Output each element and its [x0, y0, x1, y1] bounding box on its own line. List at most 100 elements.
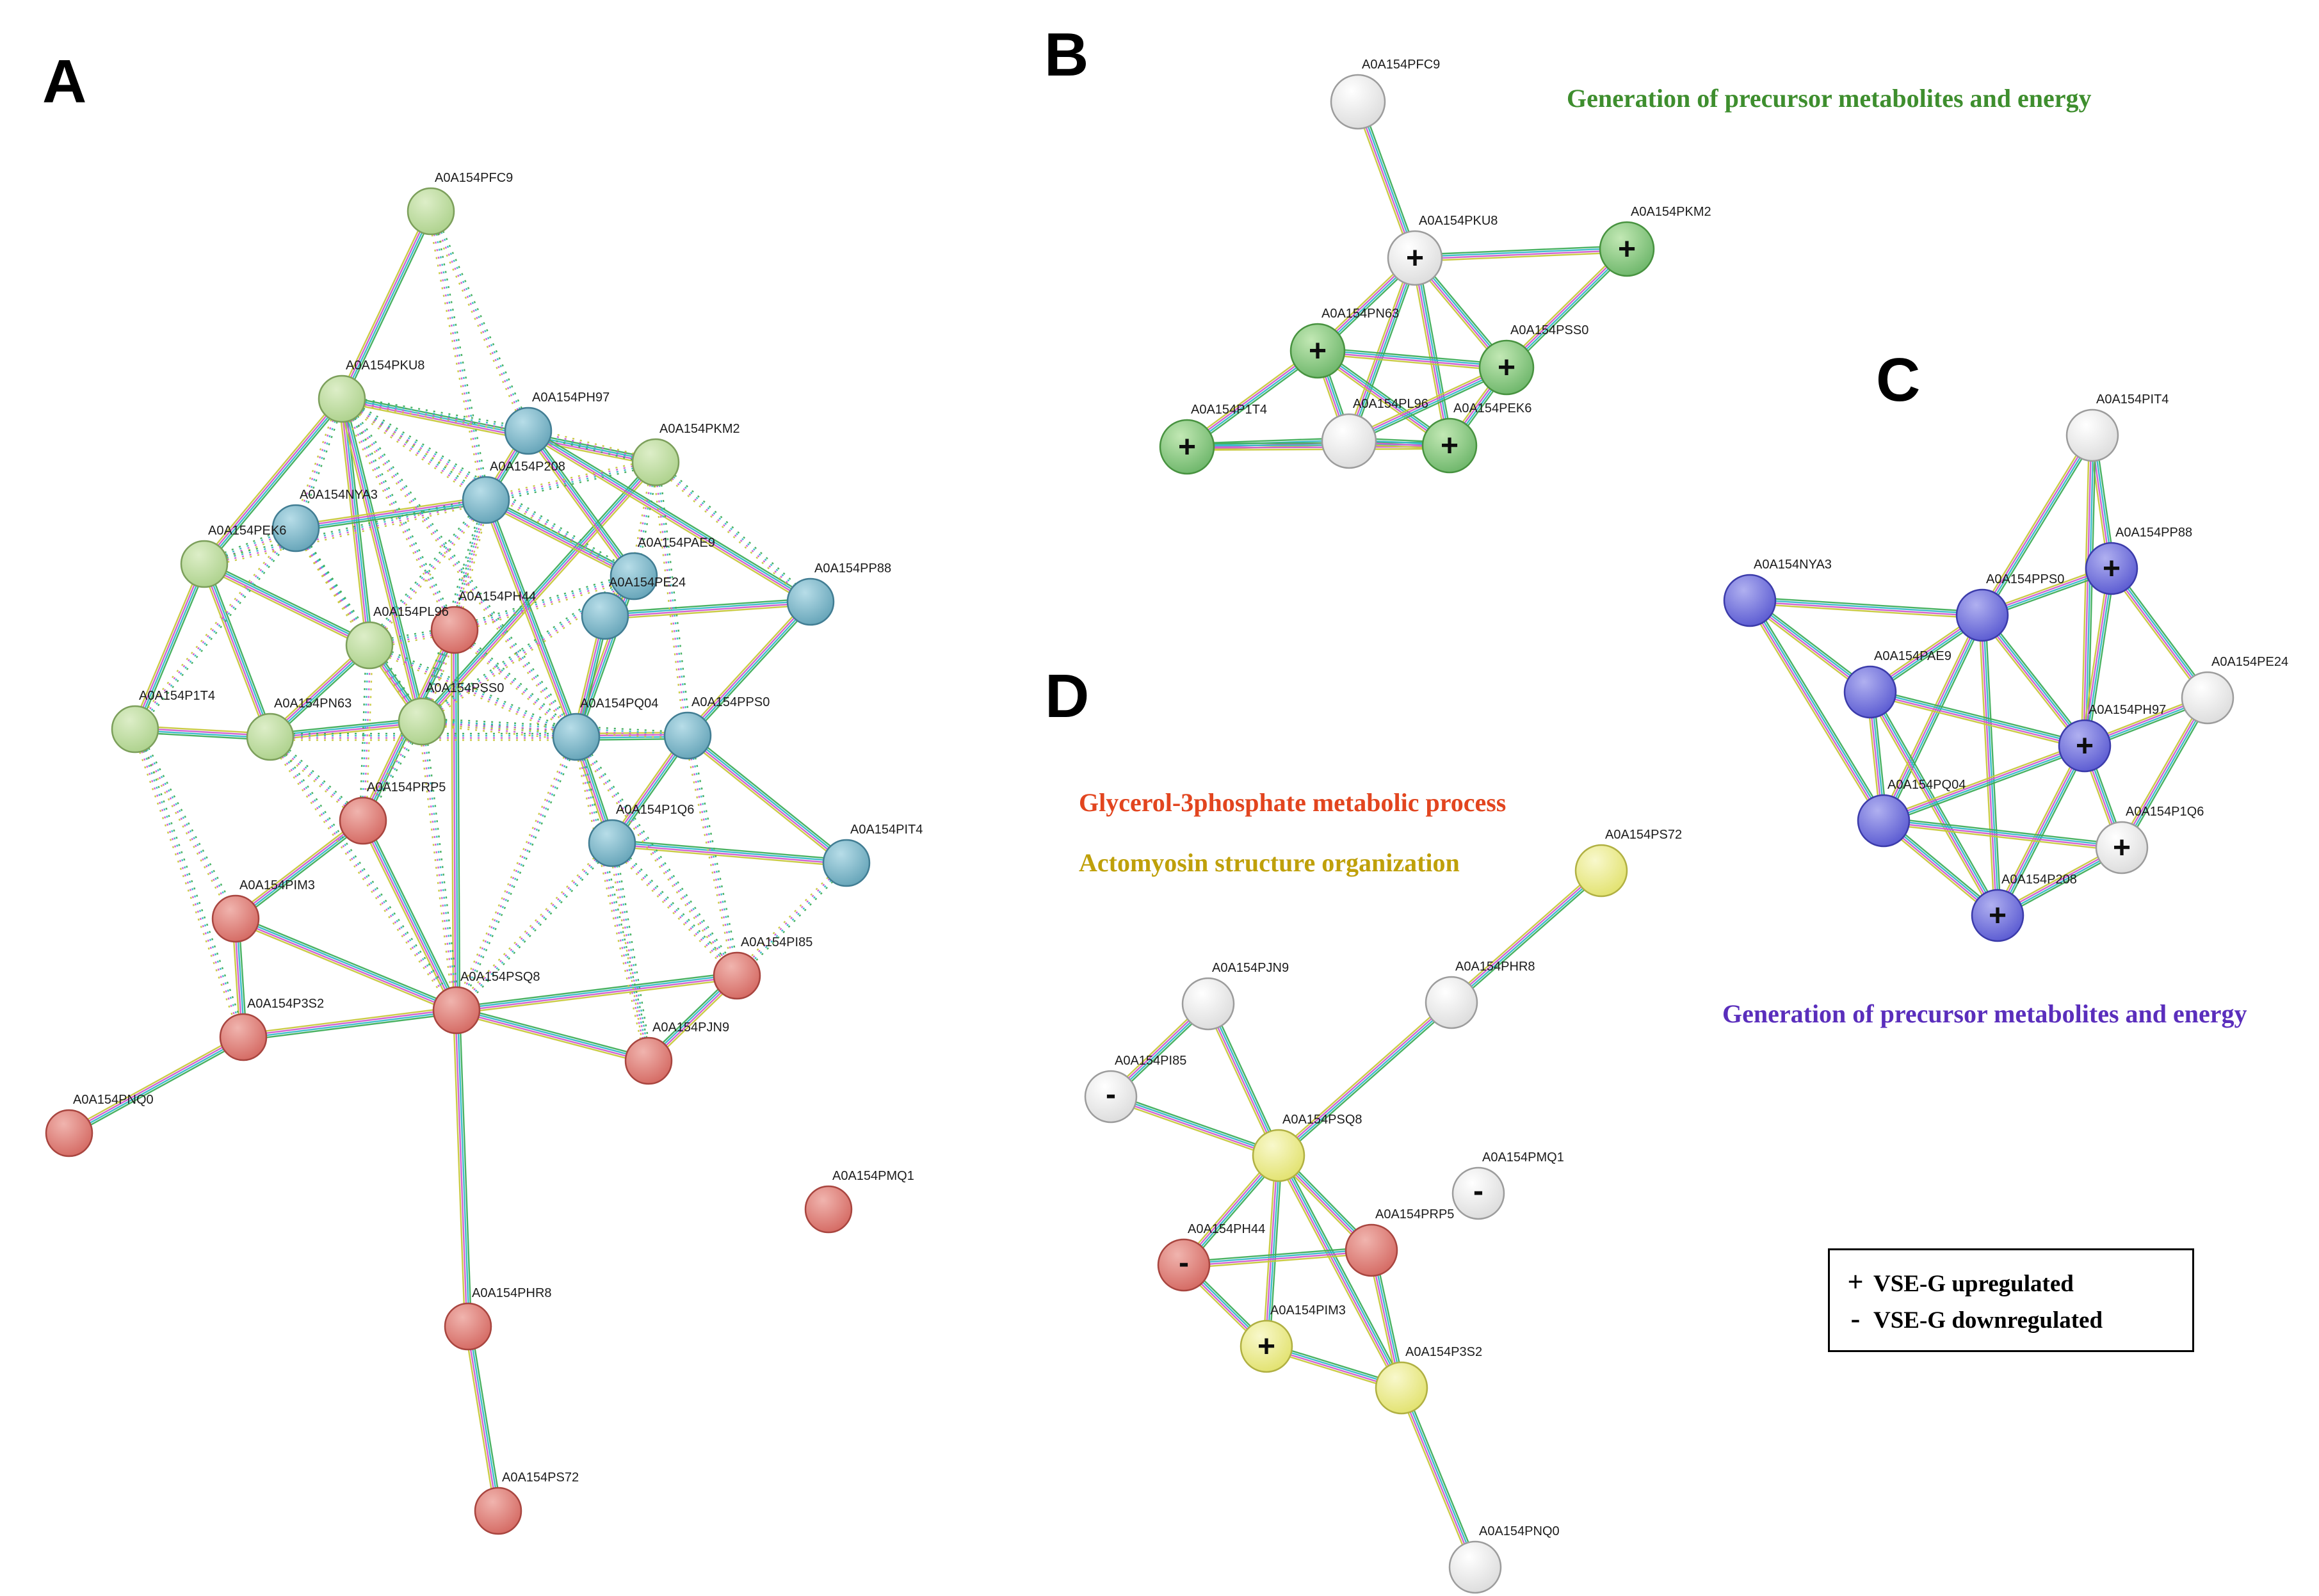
edge-PIT4-PPS0: [1978, 433, 2096, 618]
node-label: A0A154PIT4: [2096, 392, 2169, 407]
node-label: A0A154PS72: [502, 1471, 579, 1485]
edge-PP88-PPS0: [684, 599, 814, 739]
node-A0A154PE24: [581, 592, 629, 640]
edge-PEK6-PL96: [202, 560, 371, 649]
node-sign: +: [1257, 1330, 1275, 1364]
node-label: A0A154PKM2: [1631, 205, 1711, 219]
panel-c-title: Generation of precursor metabolites and …: [1722, 999, 2247, 1028]
edge-PSQ8-PIM3: [1262, 1155, 1283, 1347]
node-label: A0A154PHR8: [472, 1286, 552, 1300]
plus-sign-icon: +: [1847, 1266, 1864, 1298]
node-label: A0A154PIT4: [850, 823, 923, 837]
node-label: A0A154PKU8: [346, 359, 424, 373]
node-A0A154PSQ8: [432, 986, 481, 1035]
node-sign: -: [1179, 1246, 1189, 1280]
edge-PEK6-PN63: [200, 562, 274, 739]
node-sign: -: [1473, 1174, 1483, 1208]
node-label: A0A154PE24: [609, 576, 686, 590]
node-A0A154PKU8: [318, 375, 366, 423]
panel-d-letter: D: [1045, 662, 1090, 730]
node-A0A154PH97: [504, 407, 553, 455]
node-sign: +: [2076, 729, 2094, 763]
panel-B-network: A0A154PFC9 + A0A154PKU8 + A0A154PKM2 + A0A154P…: [1159, 58, 1711, 475]
node-label: A0A154P208: [490, 460, 565, 474]
node-label: A0A154PPS0: [691, 695, 770, 709]
edge-PH97-PP88: [526, 427, 813, 606]
edge-PH97-PAE9: [524, 428, 638, 579]
edge-P3S2-PNQ0: [67, 1033, 245, 1137]
node-label: A0A154P3S2: [247, 997, 324, 1011]
node-label: A0A154PAE9: [1874, 649, 1951, 663]
edge-PKU8-P208: [339, 395, 489, 504]
edge-P208-NYA3: [295, 496, 487, 533]
node-label: A0A154PEK6: [1453, 401, 1531, 415]
edge-P208-PQ04: [482, 498, 580, 739]
node-label: A0A154PPS0: [1986, 572, 2064, 586]
legend-downregulated-label: VSE-G downregulated: [1873, 1307, 2103, 1334]
node-label: A0A154PSS0: [426, 681, 504, 695]
edge-P208-PAE9: [484, 496, 636, 580]
node-A0A154PIT4: [822, 839, 871, 887]
panel-a-letter: A: [42, 47, 87, 116]
node-A0A154PS72: [474, 1487, 522, 1535]
legend-row-upregulated: + VSE-G upregulated: [1846, 1266, 2176, 1298]
node-A0A154PKM2: [1599, 221, 1655, 277]
node-label: A0A154PH97: [2089, 703, 2166, 717]
edge-PH97-P208: [1994, 744, 2089, 917]
edge-PKM2-PPS0: [651, 462, 692, 736]
node-A0A154PSQ8: [1252, 1129, 1305, 1182]
node-label: A0A154PN63: [1321, 307, 1399, 321]
edge-PQ04-PJN9: [572, 736, 653, 1062]
edge-P1Q6-PSQ8: [453, 840, 615, 1013]
edge-PSQ8-PJN9: [455, 1006, 650, 1065]
panel-b-letter: B: [1044, 20, 1089, 89]
edge-PPS0-P208: [1978, 615, 2002, 916]
node-A0A154PFC9: [1330, 74, 1386, 130]
edge-PH44-PAE9: [453, 572, 635, 634]
node-label: A0A154PI85: [741, 935, 812, 949]
edge-PQ04-P1Q6: [1883, 816, 2122, 852]
minus-sign-icon: -: [1850, 1303, 1861, 1334]
edge-PN63-PSQ8: [266, 734, 460, 1013]
edge-P3S2-PNQ0: [1398, 1386, 1479, 1569]
node-A0A154PSS0: [398, 697, 446, 746]
node-A0A154PJN9: [624, 1036, 673, 1085]
panel-d-title-red: Glycerol-3phosphate metabolic process: [1079, 788, 1507, 817]
node-A0A154PMQ1: [1451, 1166, 1505, 1220]
panel-A-network: A0A154PFC9 A0A154PKU8 A0A154PH97 A0A154PKM2…: [45, 171, 923, 1535]
edge-PSQ8-P3S2: [243, 1006, 457, 1042]
edge-PPS0-PIT4: [685, 732, 849, 866]
edge-PH44-PRP5: [1183, 1246, 1372, 1270]
node-A0A154PQ04: [552, 713, 601, 761]
node-A0A154PPS0: [1955, 588, 2009, 642]
edge-PL96-P208: [366, 497, 489, 648]
edge-PKU8-PEK6: [201, 396, 345, 567]
node-A0A154P208: [462, 476, 510, 524]
node-label: A0A154PH44: [1188, 1222, 1265, 1236]
node-A0A154PEK6: [1421, 417, 1478, 474]
node-A0A154PIM3: [211, 894, 260, 943]
edge-PKU8-PL96: [1345, 256, 1419, 443]
node-label: A0A154PMQ1: [1482, 1150, 1564, 1165]
edge-P1T4-PIM3: [131, 727, 239, 921]
node-A0A154PP88: [786, 577, 835, 626]
node-A0A154P3S2: [1375, 1361, 1428, 1415]
node-A0A154PH44: [1157, 1238, 1211, 1292]
panel-d-title-yellow: Actomyosin structure organization: [1079, 848, 1460, 877]
node-A0A154PIT4: [2065, 408, 2119, 462]
node-label: A0A154P1T4: [139, 689, 215, 703]
node-label: A0A154P208: [2001, 873, 2077, 887]
node-label: A0A154PNQ0: [73, 1093, 154, 1107]
edge-PS72-PHR8: [1448, 867, 1604, 1006]
edge-PI85-PSQ8: [1109, 1093, 1281, 1159]
node-A0A154PI85: [713, 951, 761, 1000]
node-label: A0A154P1Q6: [2126, 805, 2204, 819]
node-label: A0A154PKM2: [659, 422, 740, 436]
node-label: A0A154PNQ0: [1479, 1524, 1560, 1538]
edge-PHR8-PSQ8: [1275, 999, 1455, 1159]
node-A0A154PKU8: [1387, 230, 1443, 286]
node-label: A0A154PQ04: [1887, 778, 1966, 792]
node-A0A154P1Q6: [588, 819, 636, 867]
node-label: A0A154PMQ1: [832, 1169, 914, 1183]
